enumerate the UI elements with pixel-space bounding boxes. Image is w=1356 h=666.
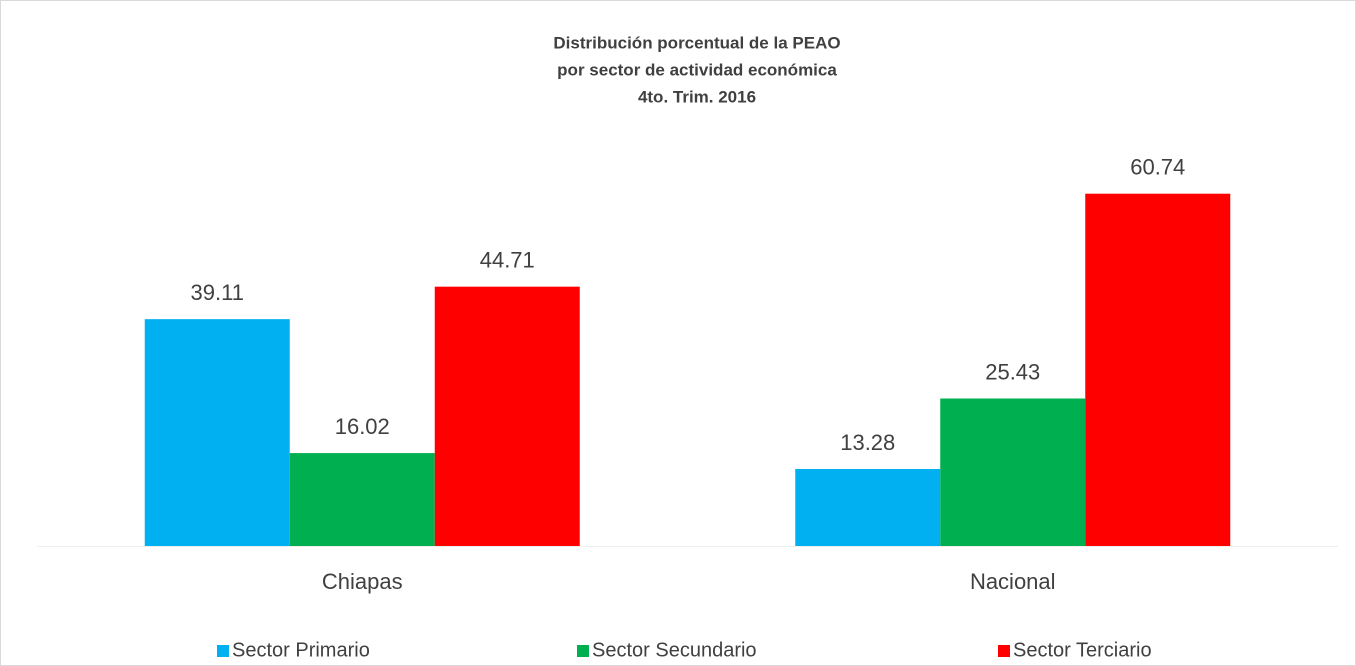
data-label: 16.02 <box>335 414 390 439</box>
legend-label: Sector Secundario <box>592 639 757 661</box>
bar <box>434 286 580 546</box>
legend-swatch <box>998 645 1010 657</box>
bar <box>1085 193 1231 546</box>
bar <box>144 319 290 546</box>
bar <box>289 453 435 546</box>
x-tick-label: Chiapas <box>322 569 403 594</box>
bar <box>795 468 941 546</box>
data-label: 44.71 <box>480 247 535 272</box>
chart-title: por sector de actividad económica <box>557 60 837 79</box>
chart-title: Distribución porcentual de la PEAO <box>553 33 840 52</box>
legend-swatch <box>217 645 229 657</box>
bar <box>940 398 1086 546</box>
data-label: 25.43 <box>985 359 1040 384</box>
chart-title: 4to. Trim. 2016 <box>638 87 756 106</box>
legend-label: Sector Terciario <box>1013 639 1152 661</box>
data-label: 60.74 <box>1130 155 1185 180</box>
data-label: 39.11 <box>191 280 244 305</box>
data-label: 13.28 <box>840 430 895 455</box>
legend-swatch <box>577 645 589 657</box>
x-tick-label: Nacional <box>970 569 1056 594</box>
legend-label: Sector Primario <box>232 639 370 661</box>
